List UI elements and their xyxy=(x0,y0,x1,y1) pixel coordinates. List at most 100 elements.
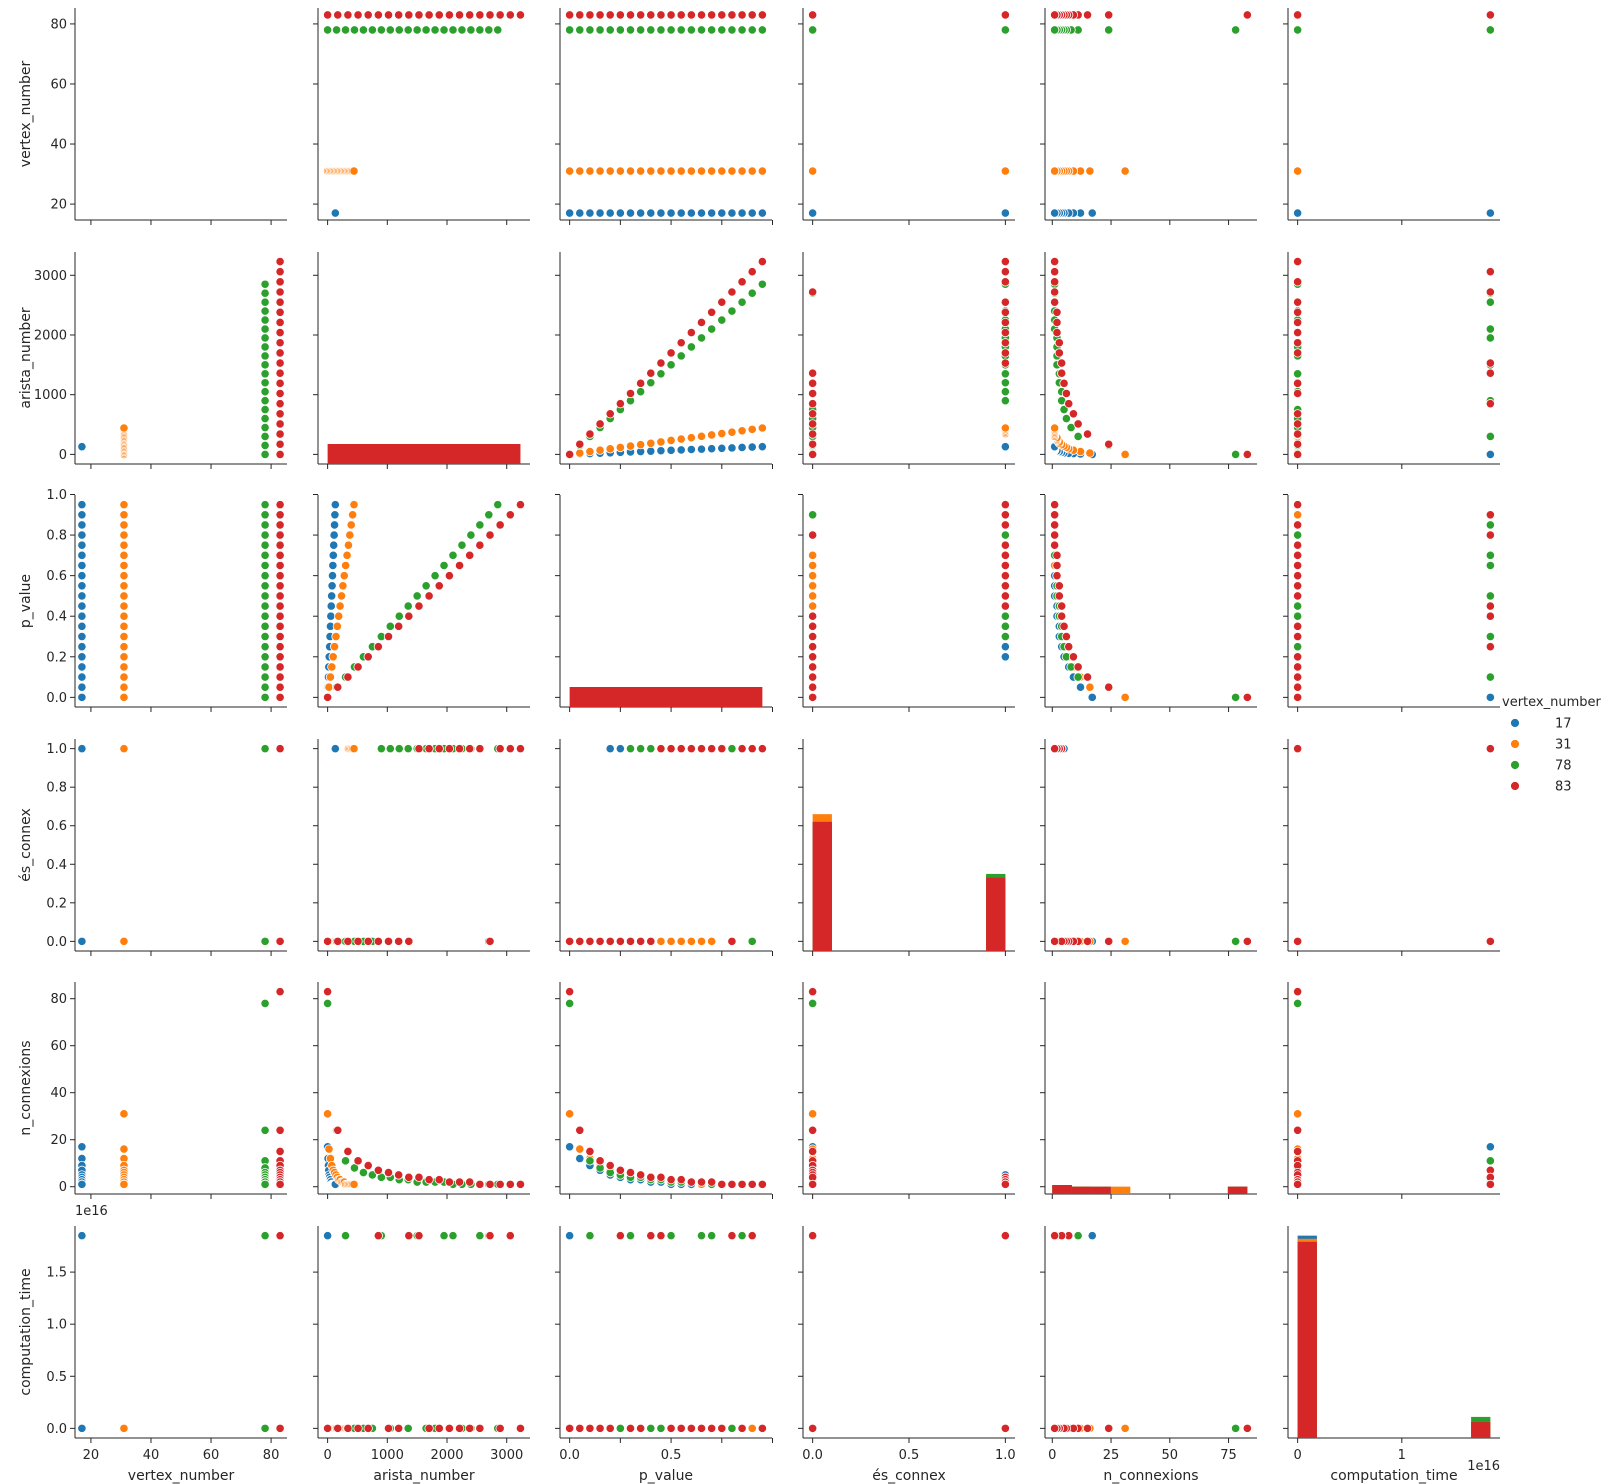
scatter-point xyxy=(260,692,270,702)
scatter-point xyxy=(605,166,615,176)
scatter-point xyxy=(260,422,270,433)
scatter-point xyxy=(260,431,270,442)
scatter-point xyxy=(1000,297,1010,307)
scatter-point xyxy=(275,1423,285,1433)
scatter-point xyxy=(1075,682,1086,692)
scatter-point xyxy=(717,297,727,307)
scatter-point xyxy=(1085,166,1095,176)
scatter-point xyxy=(475,520,485,530)
legend-label: 17 xyxy=(1555,717,1572,732)
scatter-point xyxy=(585,166,595,176)
scatter-point xyxy=(1293,297,1303,307)
scatter-point xyxy=(1293,510,1303,520)
scatter-point xyxy=(615,399,625,409)
scatter-point xyxy=(275,348,285,358)
scatter-point xyxy=(260,1231,270,1241)
scatter-point xyxy=(493,500,503,510)
x-tick-label: 60 xyxy=(203,1448,220,1463)
scatter-point xyxy=(1293,560,1303,571)
y-tick-label: 80 xyxy=(50,992,67,1007)
scatter-point xyxy=(275,550,285,560)
scatter-point xyxy=(466,25,476,35)
scatter-point xyxy=(1000,560,1010,571)
scatter-point xyxy=(585,446,595,457)
scatter-point xyxy=(676,1175,686,1185)
scatter-point xyxy=(605,409,615,419)
scatter-point xyxy=(260,378,270,388)
scatter-point xyxy=(260,315,270,325)
scatter-point xyxy=(625,208,636,218)
scatter-point xyxy=(260,396,270,406)
scatter-point xyxy=(1073,431,1083,442)
scatter-point xyxy=(666,445,676,455)
scatter-point xyxy=(1000,317,1010,328)
scatter-point xyxy=(676,10,686,20)
scatter-point xyxy=(424,1175,434,1185)
scatter-point xyxy=(1050,287,1060,297)
panel-n_connexions-vs-vertex_number: 0 20 40 60 80 xyxy=(50,982,287,1199)
scatter-point xyxy=(615,744,625,754)
scatter-point xyxy=(77,1231,87,1241)
scatter-point xyxy=(727,443,737,453)
scatter-point xyxy=(1242,936,1252,946)
scatter-point xyxy=(1293,662,1303,672)
scatter-point xyxy=(349,500,359,510)
scatter-point xyxy=(323,987,333,997)
scatter-point xyxy=(737,25,747,35)
scatter-point xyxy=(434,10,444,20)
scatter-point xyxy=(333,1125,343,1135)
scatter-point xyxy=(275,399,285,409)
scatter-point xyxy=(324,682,334,692)
scatter-point xyxy=(636,387,646,397)
scatter-point xyxy=(475,25,485,35)
scatter-point xyxy=(605,444,615,454)
scatter-point xyxy=(421,25,431,35)
scatter-point xyxy=(329,540,339,550)
legend-label: 78 xyxy=(1555,759,1572,774)
scatter-point xyxy=(275,662,285,672)
scatter-point xyxy=(323,1231,333,1241)
scatter-point xyxy=(77,642,87,652)
scatter-point xyxy=(757,423,767,433)
y-tick-label: 1.5 xyxy=(46,1266,67,1281)
scatter-point xyxy=(1293,256,1303,267)
scatter-point xyxy=(515,1423,526,1433)
scatter-point xyxy=(363,1423,373,1433)
scatter-point xyxy=(275,378,285,388)
scatter-point xyxy=(1000,611,1010,621)
scatter-point xyxy=(77,1423,87,1433)
scatter-point xyxy=(585,10,595,20)
scatter-point xyxy=(656,208,666,218)
scatter-point xyxy=(1485,10,1495,20)
scatter-point xyxy=(1293,672,1303,682)
scatter-point xyxy=(646,438,656,448)
scatter-point xyxy=(119,591,129,601)
y-tick-label: 60 xyxy=(50,1039,67,1054)
scatter-point xyxy=(737,1423,747,1433)
scatter-point xyxy=(717,1423,727,1433)
scatter-point xyxy=(656,10,666,20)
scatter-point xyxy=(757,442,767,452)
scatter-point xyxy=(414,601,424,611)
scatter-point xyxy=(275,449,285,459)
scatter-point xyxy=(615,442,625,453)
scatter-point xyxy=(1485,672,1495,682)
scatter-point xyxy=(747,1179,757,1189)
scatter-point xyxy=(77,530,87,540)
scatter-point xyxy=(1242,1423,1252,1433)
scatter-point xyxy=(646,744,656,754)
scatter-point xyxy=(328,550,338,560)
scatter-point xyxy=(341,560,351,571)
scatter-point xyxy=(615,1423,625,1433)
scatter-point xyxy=(1293,642,1303,652)
scatter-point xyxy=(343,10,353,20)
scatter-point xyxy=(505,744,515,754)
scatter-point xyxy=(575,166,585,176)
scatter-point xyxy=(119,571,129,581)
scatter-point xyxy=(394,1170,404,1180)
scatter-point xyxy=(454,560,465,571)
scatter-point xyxy=(585,936,595,946)
scatter-point xyxy=(1082,429,1093,439)
scatter-point xyxy=(656,437,666,447)
scatter-point xyxy=(119,423,129,433)
